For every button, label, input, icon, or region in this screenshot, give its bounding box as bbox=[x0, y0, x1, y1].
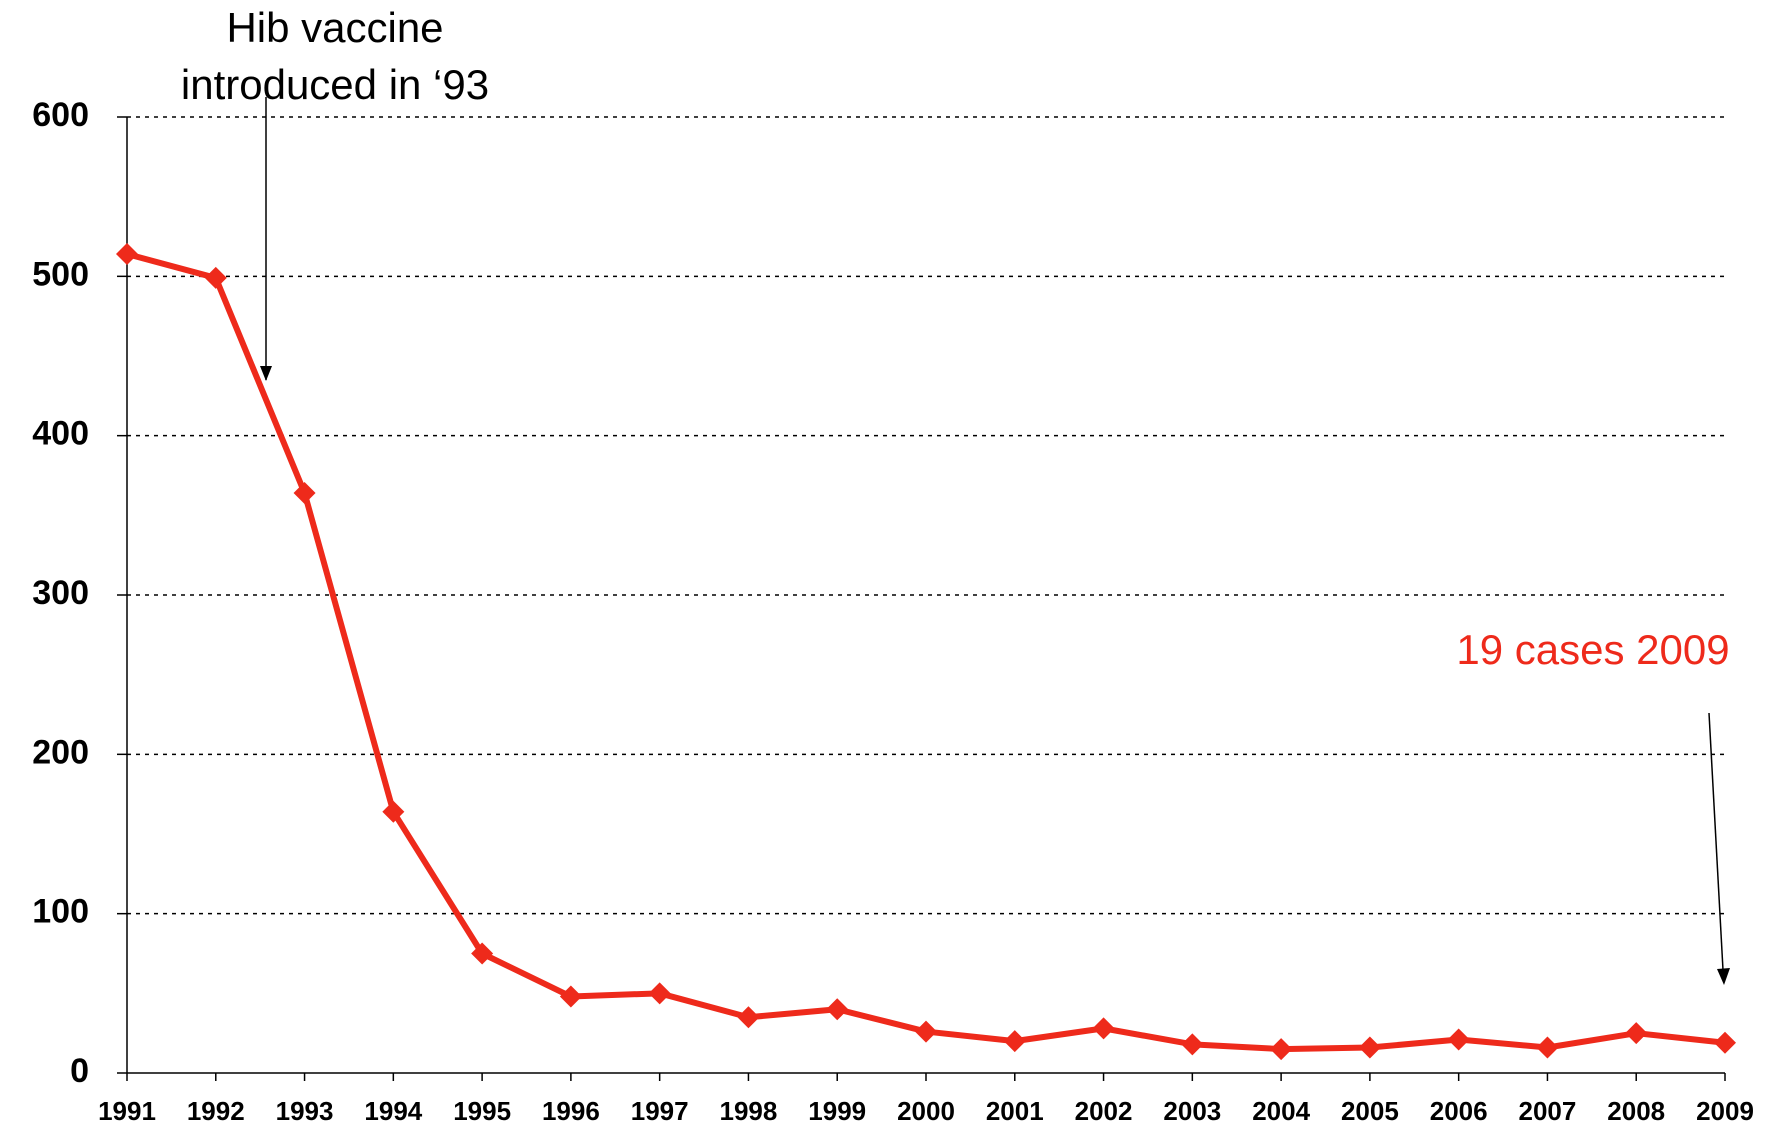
data-point bbox=[204, 266, 227, 289]
y-tick-label: 200 bbox=[32, 733, 89, 771]
x-tick-label: 1996 bbox=[542, 1096, 600, 1126]
x-tick-label: 2002 bbox=[1075, 1096, 1133, 1126]
x-tick-label: 2001 bbox=[986, 1096, 1044, 1126]
y-tick-label: 0 bbox=[70, 1052, 89, 1090]
data-point bbox=[1358, 1036, 1381, 1059]
data-point bbox=[826, 998, 849, 1021]
x-tick-label: 1997 bbox=[631, 1096, 689, 1126]
data-point bbox=[1625, 1022, 1648, 1045]
data-point bbox=[1270, 1038, 1293, 1061]
data-point bbox=[559, 985, 582, 1008]
x-tick-label: 1991 bbox=[98, 1096, 156, 1126]
x-tick-label: 1995 bbox=[453, 1096, 511, 1126]
y-tick-label: 100 bbox=[32, 893, 89, 931]
arrow-head bbox=[1717, 968, 1730, 985]
data-point bbox=[1447, 1028, 1470, 1051]
data-point bbox=[1536, 1036, 1559, 1059]
x-tick-label: 1992 bbox=[187, 1096, 245, 1126]
x-tick-label: 2003 bbox=[1163, 1096, 1221, 1126]
data-point bbox=[471, 942, 494, 965]
x-tick-label: 2006 bbox=[1430, 1096, 1488, 1126]
x-tick-label: 2005 bbox=[1341, 1096, 1399, 1126]
x-tick-label: 2008 bbox=[1607, 1096, 1665, 1126]
annotation: 19 cases 2009 bbox=[1456, 626, 1729, 673]
x-tick-label: 2004 bbox=[1252, 1096, 1310, 1126]
data-point bbox=[293, 482, 316, 505]
data-point bbox=[382, 800, 405, 823]
y-tick-label: 500 bbox=[32, 255, 89, 293]
annotation-arrow bbox=[1708, 712, 1724, 971]
annotation: Hib vaccine bbox=[226, 4, 443, 51]
y-tick-label: 600 bbox=[32, 96, 89, 134]
data-point bbox=[1092, 1017, 1115, 1040]
x-tick-label: 1994 bbox=[364, 1096, 422, 1126]
x-tick-label: 1998 bbox=[720, 1096, 778, 1126]
y-tick-label: 300 bbox=[32, 574, 89, 612]
x-tick-label: 2007 bbox=[1519, 1096, 1577, 1126]
annotation: introduced in ‘93 bbox=[181, 61, 489, 108]
arrow-head bbox=[260, 366, 272, 381]
data-point bbox=[915, 1020, 937, 1043]
x-tick-label: 2000 bbox=[897, 1096, 955, 1126]
data-point bbox=[1181, 1033, 1204, 1056]
data-point bbox=[1714, 1031, 1736, 1054]
data-point bbox=[116, 243, 138, 266]
x-tick-label: 1999 bbox=[808, 1096, 866, 1126]
data-point bbox=[648, 982, 671, 1005]
data-point bbox=[1003, 1030, 1026, 1053]
x-tick-label: 2009 bbox=[1696, 1096, 1754, 1126]
y-tick-label: 400 bbox=[32, 415, 89, 453]
x-tick-label: 1993 bbox=[276, 1096, 334, 1126]
data-point bbox=[737, 1006, 760, 1029]
